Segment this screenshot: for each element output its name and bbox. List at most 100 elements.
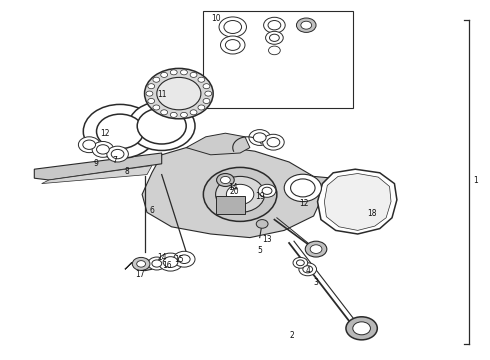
Circle shape (226, 184, 254, 204)
Polygon shape (125, 259, 154, 271)
Circle shape (171, 70, 177, 75)
Circle shape (171, 112, 177, 117)
Text: 20: 20 (229, 187, 239, 196)
Circle shape (146, 91, 153, 96)
Text: 2: 2 (289, 331, 294, 340)
Circle shape (111, 149, 124, 159)
Circle shape (296, 260, 304, 266)
Circle shape (137, 108, 186, 144)
Circle shape (203, 84, 210, 89)
Circle shape (153, 77, 160, 82)
Circle shape (198, 105, 205, 110)
Circle shape (180, 112, 187, 117)
Polygon shape (142, 146, 323, 238)
Circle shape (264, 17, 285, 33)
Circle shape (148, 257, 166, 270)
Polygon shape (186, 133, 250, 155)
Circle shape (161, 72, 168, 77)
Circle shape (266, 31, 283, 44)
Text: 12: 12 (100, 129, 110, 138)
Circle shape (83, 104, 157, 158)
Circle shape (173, 251, 195, 267)
Text: 4: 4 (305, 266, 310, 275)
Circle shape (258, 184, 276, 197)
Circle shape (92, 141, 114, 157)
Circle shape (78, 137, 100, 153)
Text: 18: 18 (368, 209, 377, 217)
Circle shape (190, 110, 197, 115)
Circle shape (220, 36, 245, 54)
Circle shape (203, 99, 210, 104)
Circle shape (190, 72, 197, 77)
Circle shape (225, 40, 240, 50)
FancyBboxPatch shape (216, 196, 245, 214)
Text: 6: 6 (149, 206, 154, 215)
Circle shape (217, 174, 234, 186)
Text: 14: 14 (157, 253, 167, 262)
Circle shape (148, 84, 155, 89)
Circle shape (132, 257, 150, 270)
Circle shape (153, 105, 160, 110)
Text: 11: 11 (157, 90, 167, 99)
Text: 3: 3 (314, 278, 318, 287)
Text: 7: 7 (113, 156, 118, 165)
Circle shape (301, 21, 312, 29)
Circle shape (262, 187, 272, 194)
Polygon shape (311, 176, 392, 196)
Circle shape (157, 77, 201, 110)
Circle shape (303, 266, 313, 273)
Circle shape (263, 134, 284, 150)
Text: 15: 15 (174, 255, 184, 264)
Polygon shape (42, 166, 152, 184)
Text: 14: 14 (228, 184, 238, 193)
Text: 5: 5 (257, 246, 262, 255)
Circle shape (163, 257, 178, 267)
Circle shape (158, 253, 183, 271)
Circle shape (97, 145, 109, 154)
Circle shape (91, 110, 149, 153)
Circle shape (161, 110, 168, 115)
Circle shape (180, 70, 187, 75)
Circle shape (83, 140, 96, 149)
Circle shape (178, 255, 190, 264)
Circle shape (107, 146, 128, 162)
Circle shape (216, 176, 265, 212)
Circle shape (267, 138, 280, 147)
Circle shape (203, 167, 277, 221)
Circle shape (270, 34, 279, 41)
Text: 19: 19 (255, 192, 265, 201)
Circle shape (269, 46, 280, 55)
Polygon shape (34, 153, 162, 180)
Circle shape (97, 114, 144, 149)
Circle shape (256, 220, 268, 228)
Ellipse shape (135, 115, 188, 137)
Circle shape (291, 179, 315, 197)
Text: 9: 9 (93, 159, 98, 168)
Circle shape (219, 17, 246, 37)
Circle shape (293, 257, 308, 268)
Circle shape (296, 18, 316, 32)
Text: 1: 1 (473, 176, 478, 185)
Text: 12: 12 (299, 199, 309, 208)
Circle shape (253, 133, 266, 142)
Circle shape (220, 176, 230, 184)
Circle shape (148, 99, 155, 104)
Circle shape (299, 263, 317, 276)
Polygon shape (318, 169, 397, 234)
Circle shape (346, 317, 377, 340)
Circle shape (205, 91, 212, 96)
Circle shape (152, 260, 162, 267)
Circle shape (198, 77, 205, 82)
Circle shape (249, 130, 270, 145)
Bar (203, 11, 353, 108)
Circle shape (305, 241, 327, 257)
Text: 10: 10 (211, 14, 220, 23)
Circle shape (224, 21, 242, 33)
Text: 16: 16 (162, 261, 172, 270)
Polygon shape (324, 174, 391, 230)
Circle shape (310, 245, 322, 253)
Circle shape (284, 174, 321, 202)
Circle shape (128, 102, 195, 150)
Text: 8: 8 (124, 166, 129, 176)
Circle shape (353, 322, 370, 335)
